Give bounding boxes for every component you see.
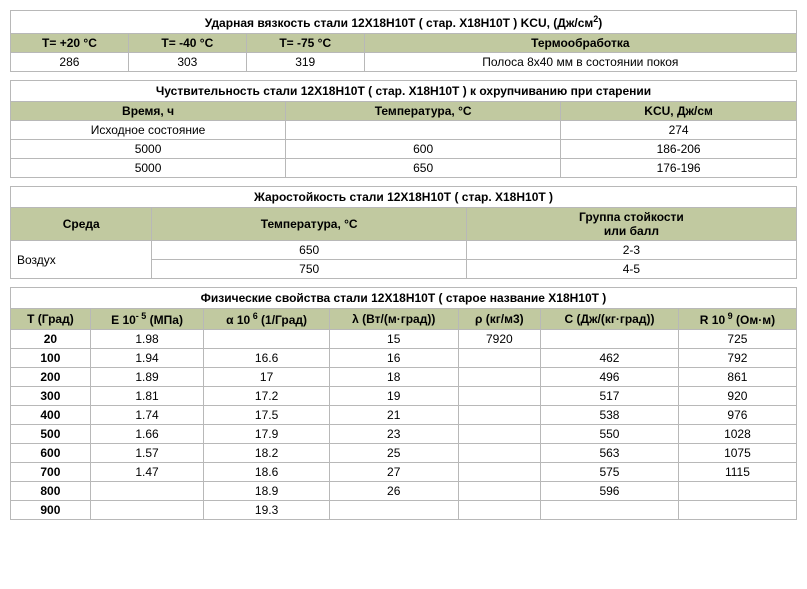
t4-h2: α 10 6 (1/Град) xyxy=(204,309,330,330)
table-row: 80018.926596 xyxy=(11,482,797,501)
t4-h1: E 10- 5 (МПа) xyxy=(90,309,203,330)
table-row: 7001.4718.6275751115 xyxy=(11,463,797,482)
t1-c3: Полоса 8х40 мм в состоянии покоя xyxy=(364,53,796,72)
table-row: 1001.9416.616462792 xyxy=(11,349,797,368)
t1-h2: T= -75 °C xyxy=(246,34,364,53)
t1-c1: 303 xyxy=(128,53,246,72)
table3-title: Жаростойкость стали 12Х18Н10Т ( стар. Х1… xyxy=(11,187,797,208)
embrittlement-table: Чуствительность стали 12Х18Н10Т ( стар. … xyxy=(10,80,797,178)
t4-h3: λ (Вт/(м·град)) xyxy=(329,309,458,330)
t1-c0: 286 xyxy=(11,53,129,72)
table-row: 6001.5718.2255631075 xyxy=(11,444,797,463)
table-row: 5000 650 176-196 xyxy=(11,159,797,178)
t1-c2: 319 xyxy=(246,53,364,72)
table-row: 3001.8117.219517920 xyxy=(11,387,797,406)
table1-title: Ударная вязкость стали 12Х18Н10Т ( стар.… xyxy=(11,11,797,34)
heat-resistance-table: Жаростойкость стали 12Х18Н10Т ( стар. Х1… xyxy=(10,186,797,279)
t3-h2: Группа стойкости или балл xyxy=(466,208,796,241)
t3-h1: Температура, °C xyxy=(152,208,466,241)
t4-h5: C (Дж/(кг·град)) xyxy=(541,309,679,330)
table-row: 4001.7417.521538976 xyxy=(11,406,797,425)
table-row: 5000 600 186-206 xyxy=(11,140,797,159)
table-row: 5001.6617.9235501028 xyxy=(11,425,797,444)
t4-h6: R 10 9 (Ом·м) xyxy=(678,309,796,330)
t2-h2: KCU, Дж/см xyxy=(561,102,797,121)
table4-title: Физические свойства стали 12Х18Н10Т ( ст… xyxy=(11,288,797,309)
table-row: 2001.891718496861 xyxy=(11,368,797,387)
t2-h1: Температура, °C xyxy=(286,102,561,121)
table-row: Воздух 650 2-3 xyxy=(11,241,797,260)
table-row: 90019.3 xyxy=(11,501,797,520)
t4-h4: ρ (кг/м3) xyxy=(458,309,540,330)
impact-strength-table: Ударная вязкость стали 12Х18Н10Т ( стар.… xyxy=(10,10,797,72)
t4-h0: T (Град) xyxy=(11,309,91,330)
t3-h0: Среда xyxy=(11,208,152,241)
t3-medium: Воздух xyxy=(11,241,152,279)
t2-h0: Время, ч xyxy=(11,102,286,121)
t1-h0: T= +20 °C xyxy=(11,34,129,53)
physical-properties-table: Физические свойства стали 12Х18Н10Т ( ст… xyxy=(10,287,797,520)
t1-h1: T= -40 °C xyxy=(128,34,246,53)
table-row: Исходное состояние 274 xyxy=(11,121,797,140)
table-row: 201.98157920725 xyxy=(11,330,797,349)
table2-title: Чуствительность стали 12Х18Н10Т ( стар. … xyxy=(11,81,797,102)
t1-h3: Термообработка xyxy=(364,34,796,53)
